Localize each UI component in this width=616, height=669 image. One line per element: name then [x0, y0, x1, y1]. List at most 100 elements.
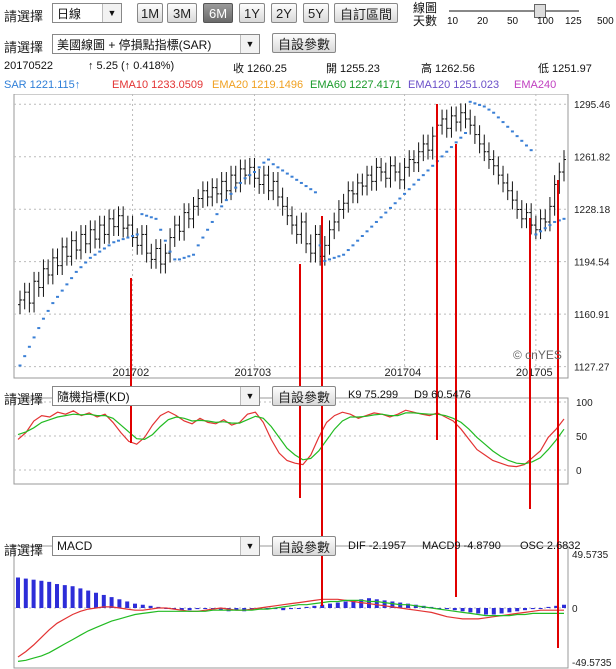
- sar-dot: [98, 250, 102, 253]
- sar-dot: [539, 230, 543, 233]
- sar-dot: [163, 239, 167, 242]
- sar-dot: [313, 191, 317, 194]
- legend-item: EMA10 1233.0509: [112, 79, 204, 91]
- sar-dot: [206, 228, 210, 231]
- slider-tick-label: 20: [477, 16, 489, 27]
- sar-dot: [224, 199, 228, 202]
- sar-dot: [210, 220, 214, 223]
- macd-select-label: 請選擇: [4, 543, 44, 558]
- period-select[interactable]: 日線 ▼: [52, 3, 122, 23]
- sar-dot: [173, 258, 177, 261]
- kd-panel-frame: [13, 397, 569, 485]
- price-x-tick: 201704: [385, 367, 422, 379]
- sar-dot: [337, 255, 341, 258]
- range-button-2y[interactable]: 2Y: [271, 3, 297, 23]
- indicator-value: 美國線圖 + 停損點指標(SAR): [57, 37, 212, 52]
- kd-line-k: [17, 409, 565, 468]
- price-x-tick: 201705: [516, 367, 553, 379]
- sar-dot: [267, 158, 271, 161]
- sar-dot: [285, 172, 289, 175]
- sar-dot: [102, 247, 106, 250]
- macd-osc-bar: [289, 608, 293, 610]
- sar-dot: [281, 169, 285, 172]
- slider-tick-label: 125: [565, 16, 582, 27]
- range-button-3m[interactable]: 3M: [167, 3, 197, 23]
- sar-dot: [403, 192, 407, 195]
- slider-handle[interactable]: [534, 4, 546, 18]
- period-value: 日線: [57, 6, 82, 21]
- indicator-select[interactable]: 美國線圖 + 停損點指標(SAR) ▼: [52, 34, 260, 54]
- sar-dot: [473, 102, 477, 105]
- sar-dot: [70, 277, 74, 280]
- macd-osc-bar: [187, 608, 192, 611]
- sar-dot: [159, 228, 163, 231]
- sar-dot: [196, 244, 200, 247]
- sar-dot: [412, 183, 416, 186]
- settings-button[interactable]: 自設參數: [272, 33, 336, 53]
- custom-range-button[interactable]: 自訂區間: [334, 3, 398, 23]
- kd-indicator-select[interactable]: 隨機指標(KD) ▼: [52, 386, 260, 406]
- legend-item: EMA60 1227.4171: [310, 79, 402, 91]
- d-value: D9 60.5476: [414, 389, 471, 401]
- sar-dot: [168, 250, 172, 253]
- macd-line-dif: [17, 598, 564, 658]
- sar-dot: [388, 206, 392, 209]
- macd-osc-bar: [218, 608, 223, 611]
- sar-dot: [365, 230, 369, 233]
- sar-dot: [234, 186, 238, 189]
- macd-settings-button[interactable]: 自設參數: [272, 536, 336, 556]
- sar-dot: [557, 219, 561, 222]
- price-x-tick: 201703: [234, 367, 271, 379]
- kd-select-label: 請選擇: [4, 392, 44, 407]
- price-y-tick: 1127.27: [574, 363, 610, 374]
- sar-dot: [393, 202, 397, 205]
- sar-dot: [379, 216, 383, 219]
- legend-item: EMA120 1251.023: [408, 79, 500, 91]
- macd-osc-bar: [359, 599, 364, 608]
- macd-osc-bar: [101, 594, 106, 608]
- sar-dot: [107, 244, 111, 247]
- sar-dot: [140, 213, 144, 216]
- sar-dot: [60, 289, 64, 292]
- price-y-tick: 1160.91: [574, 310, 610, 321]
- kd-y-tick: 100: [576, 398, 593, 409]
- macd-indicator-select[interactable]: MACD ▼: [52, 536, 260, 556]
- sar-dot: [459, 136, 463, 139]
- sar-dot: [88, 256, 92, 259]
- macd-osc-bar: [499, 608, 504, 614]
- macd-osc-bar: [460, 608, 465, 612]
- quote-date: 20170522: [4, 60, 53, 72]
- quote-low: 低 1251.97: [538, 63, 592, 75]
- range-button-5y[interactable]: 5Y: [303, 3, 329, 23]
- range-button-1m[interactable]: 1M: [137, 3, 163, 23]
- sar-dot: [116, 239, 120, 242]
- legend-item: EMA240: [514, 79, 557, 91]
- macd-osc-bar: [304, 606, 309, 608]
- sar-dot: [351, 244, 355, 247]
- sar-dot: [23, 355, 27, 358]
- macd-osc-bar: [31, 579, 36, 608]
- macd-osc-bar: [125, 601, 130, 608]
- macd-y-tick: 0: [572, 604, 578, 615]
- sar-dot: [149, 216, 153, 219]
- slider-tick-label: 500: [597, 16, 614, 27]
- price-y-tick: 1194.54: [574, 258, 610, 269]
- kd-settings-button[interactable]: 自設參數: [272, 386, 336, 406]
- sar-dot: [520, 139, 524, 142]
- sar-dot: [426, 169, 430, 172]
- days-slider[interactable]: 10 20 50 100 125 500: [447, 3, 614, 31]
- macd-osc-bar: [234, 608, 239, 611]
- macd-osc-bar: [179, 608, 184, 611]
- sar-dot: [407, 188, 411, 191]
- sar-dot: [417, 178, 421, 181]
- range-button-1y[interactable]: 1Y: [239, 3, 265, 23]
- kd-y-tick: 50: [576, 432, 588, 443]
- sar-dot: [543, 227, 547, 230]
- sar-dot: [145, 214, 149, 217]
- sar-dot: [84, 261, 88, 264]
- sar-dot: [562, 217, 566, 220]
- quote-high: 高 1262.56: [421, 63, 475, 75]
- slider-tick-label: 50: [507, 16, 519, 27]
- range-button-6m[interactable]: 6M: [203, 3, 233, 23]
- slider-tick-label: 100: [537, 16, 554, 27]
